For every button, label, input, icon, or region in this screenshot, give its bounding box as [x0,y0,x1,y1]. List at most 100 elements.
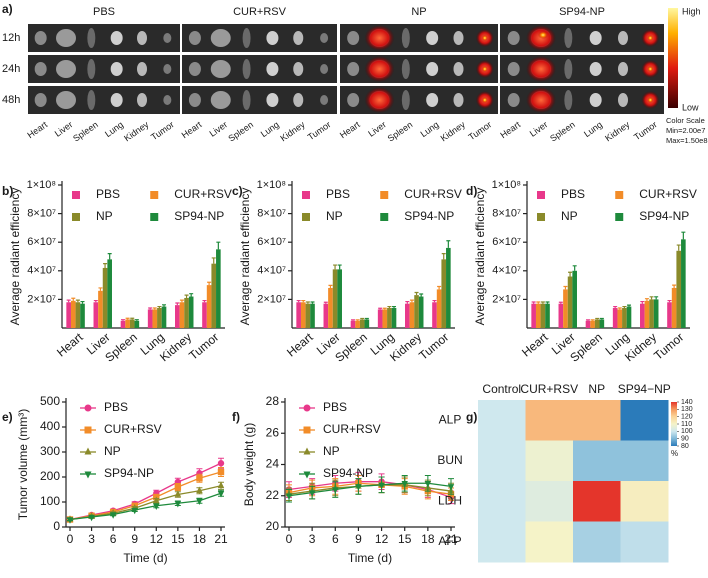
legend-label: NP [323,444,340,458]
x-tick-label: 6 [332,532,339,546]
heat-cell [620,521,669,563]
error-bar [640,300,645,304]
bar [188,296,194,328]
legend-label: SP94-NP [639,209,689,223]
heat-cell [573,400,621,441]
y-tick-label: 28 [266,394,280,408]
organ-label: Heart [180,119,204,140]
error-bar [409,299,414,303]
y-tick-label: 1×10⁸ [27,179,56,191]
marker [174,501,182,508]
legend-label: PBS [104,400,128,414]
error-bar [540,301,545,304]
organ [210,91,231,109]
error-bar [595,317,600,320]
y-tick-label: 6×10⁷ [27,236,56,248]
organ [34,31,47,45]
legend-label: SP94-NP [323,466,373,480]
error-bar [66,299,71,303]
colorbar-label: 100 [681,428,693,435]
signal-hot [647,66,654,72]
bar [446,247,451,328]
error-bar [75,299,80,303]
x-tick-label: Heart [54,330,86,360]
image-row [340,86,498,114]
error-bar [148,307,153,310]
organ [401,90,410,110]
bar [328,287,333,328]
signal [526,56,556,82]
error-bar [545,301,550,304]
organ [163,64,172,74]
x-tick-label: Kidney [387,330,424,364]
bar [175,305,180,328]
x-axis-title: Time (d) [348,551,392,565]
heat-cell [620,440,669,482]
organ [293,93,304,107]
error-bar [378,307,383,310]
organ [564,59,573,79]
marker [378,482,385,490]
error-bar [667,299,672,303]
organ [347,93,360,107]
bar [310,303,315,328]
y-tick-label: 1×10⁸ [492,179,521,191]
bar [558,303,564,328]
signal-hot [481,35,488,41]
colorbar-label: 130 [681,406,693,413]
series-line [69,471,222,521]
heat-cell [478,481,526,522]
marker [196,475,203,482]
bar [671,287,677,328]
time-label: 48h [2,94,20,106]
marker [153,503,160,510]
column-label: SP94−NP [618,382,671,396]
error-bar [676,244,681,251]
organ [56,29,76,47]
colorbar-label: 80 [681,443,689,450]
organ [210,29,231,47]
heat-cell [525,400,574,441]
bar [323,303,329,328]
colorbar-label: 140 [681,399,693,406]
x-tick-label: 12 [150,532,164,546]
error-bar [305,301,310,304]
signal [364,56,395,82]
organ [110,93,123,107]
bar [590,320,595,328]
bar [152,309,158,328]
legend-label: PBS [561,187,585,201]
image-row [182,55,337,83]
legend-swatch [150,191,159,199]
organ [589,62,602,76]
organ [188,93,201,107]
legend-label: CUR+RSV [323,422,381,436]
organ [453,31,464,45]
legend-label: CUR+RSV [639,187,697,201]
row-label: AFP [438,534,461,548]
x-tick-label: 18 [193,532,207,546]
legend-label: NP [326,209,343,223]
marker [332,487,339,494]
error-bar [350,319,355,321]
x-tick-label: Tumor [416,330,451,363]
bar [161,306,167,328]
organ [320,95,329,105]
bar [387,307,392,328]
x-tick-label: 0 [286,532,293,546]
heat-cell [525,481,574,522]
error-bar [184,294,189,298]
error-bar [654,296,659,300]
legend-label: PBS [96,187,120,201]
organ [34,62,47,76]
time-label: 12h [2,32,20,44]
organ [242,90,251,110]
organ-label: Spleen [548,119,577,143]
error-bar [644,298,649,301]
organ [188,31,201,45]
legend-label: CUR+RSV [404,187,462,201]
scale-high: High [682,6,701,16]
series-line [288,482,452,497]
marker [153,496,160,503]
error-bar [216,241,221,250]
